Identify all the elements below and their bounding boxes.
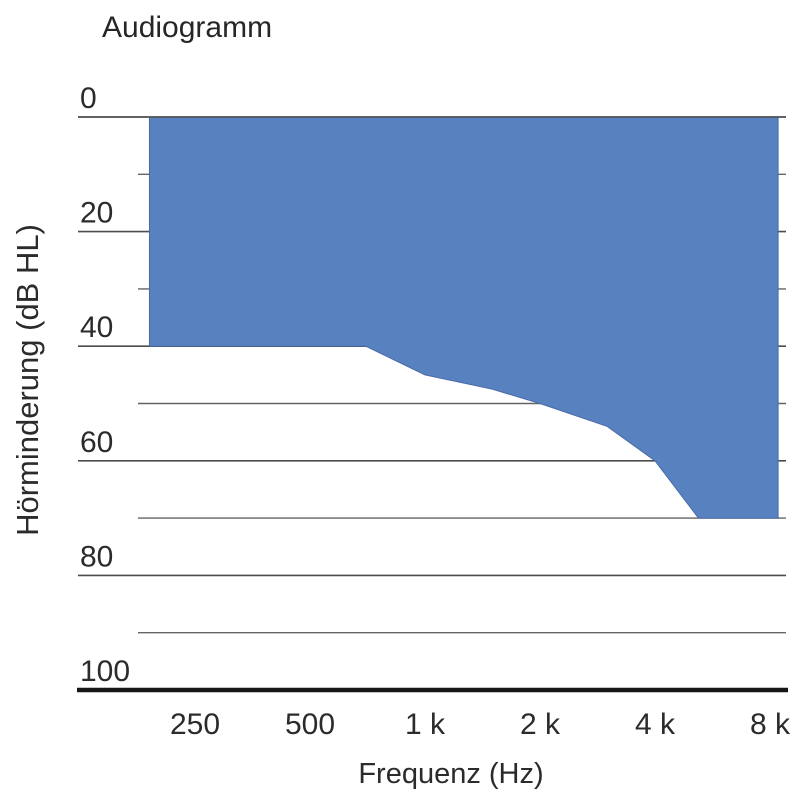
y-tick-label: 20 xyxy=(80,197,113,230)
y-axis-label: Hörminderung (dB HL) xyxy=(10,224,45,536)
y-tick-label: 60 xyxy=(80,426,113,459)
y-tick-label: 80 xyxy=(80,540,113,573)
x-tick-label: 1 k xyxy=(405,708,446,741)
y-tick-label: 100 xyxy=(80,655,130,688)
chart-title: Audiogramm xyxy=(102,11,272,44)
x-tick-label: 2 k xyxy=(520,708,561,741)
hearing-loss-area xyxy=(148,116,779,519)
tick-label-layer: 0 20 40 60 80 100 250 500 1 k 2 k 4 k 8 k xyxy=(80,82,791,741)
x-tick-label: 8 k xyxy=(750,708,791,741)
x-tick-label: 4 k xyxy=(635,708,676,741)
x-axis-label: Frequenz (Hz) xyxy=(358,758,543,790)
y-tick-label: 40 xyxy=(80,311,113,344)
x-tick-label: 250 xyxy=(170,708,220,741)
x-tick-label: 500 xyxy=(285,708,335,741)
y-tick-label: 0 xyxy=(80,82,97,115)
